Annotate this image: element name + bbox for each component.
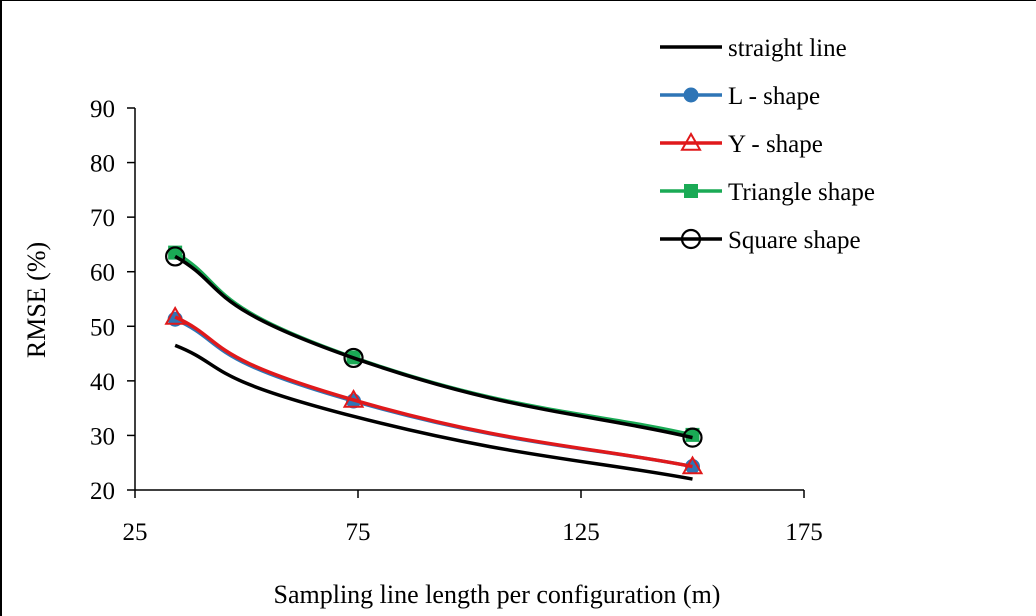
legend-item: Square shape: [660, 227, 861, 254]
legend-label: Square shape: [728, 227, 861, 254]
series-line: [174, 343, 693, 481]
series-5: [165, 246, 703, 448]
data-point: [343, 347, 364, 369]
y-tick-label: 80: [90, 151, 115, 178]
y-ticks: 20 30 40 50 60 70 80 90: [90, 96, 135, 505]
legend-marker: [680, 228, 702, 250]
x-axis-title: Sampling line length per configuration (…: [274, 580, 721, 609]
series-line: [174, 315, 693, 469]
series-1: [174, 343, 693, 481]
legend-item: Triangle shape: [660, 179, 875, 206]
legend-label: straight line: [728, 35, 847, 62]
series-line: [174, 254, 693, 440]
legend-marker: [684, 184, 698, 198]
y-tick-label: 20: [90, 478, 115, 505]
axes: 25 75 125 175 20 30 40 50 60 70 80 90: [90, 96, 823, 546]
data-point: [165, 246, 186, 267]
x-tick-label: 125: [562, 519, 600, 546]
x-tick-label: 75: [346, 519, 371, 546]
series-line: [174, 251, 693, 437]
x-tick-label: 175: [785, 519, 823, 546]
series-4: [168, 245, 700, 442]
data-point: [164, 305, 186, 325]
y-tick-label: 50: [90, 314, 115, 341]
legend-marker: [680, 131, 702, 151]
legend-label: L - shape: [728, 83, 820, 110]
series-layer: [164, 245, 704, 481]
legend-item: Y - shape: [660, 131, 823, 158]
data-point: [342, 388, 365, 408]
y-axis-title: RMSE (%): [22, 242, 51, 358]
x-ticks: 25 75 125 175: [123, 490, 823, 546]
y-tick-label: 70: [90, 205, 115, 232]
legend-label: Triangle shape: [728, 179, 875, 206]
legend-label: Y - shape: [728, 131, 823, 158]
legend-item: straight line: [660, 35, 847, 62]
data-point: [682, 427, 703, 448]
y-tick-label: 30: [90, 423, 115, 450]
y-tick-label: 60: [90, 260, 115, 287]
x-tick-label: 25: [123, 519, 148, 546]
series-2: [167, 311, 700, 475]
series-3: [164, 305, 704, 475]
y-tick-label: 40: [90, 369, 115, 396]
legend-item: L - shape: [660, 83, 820, 110]
y-tick-label: 90: [90, 96, 115, 123]
legend-marker: [683, 87, 699, 103]
data-point: [681, 455, 704, 475]
series-line: [174, 317, 693, 469]
legend: straight line L - shape Y - shape Triangle …: [660, 35, 875, 254]
